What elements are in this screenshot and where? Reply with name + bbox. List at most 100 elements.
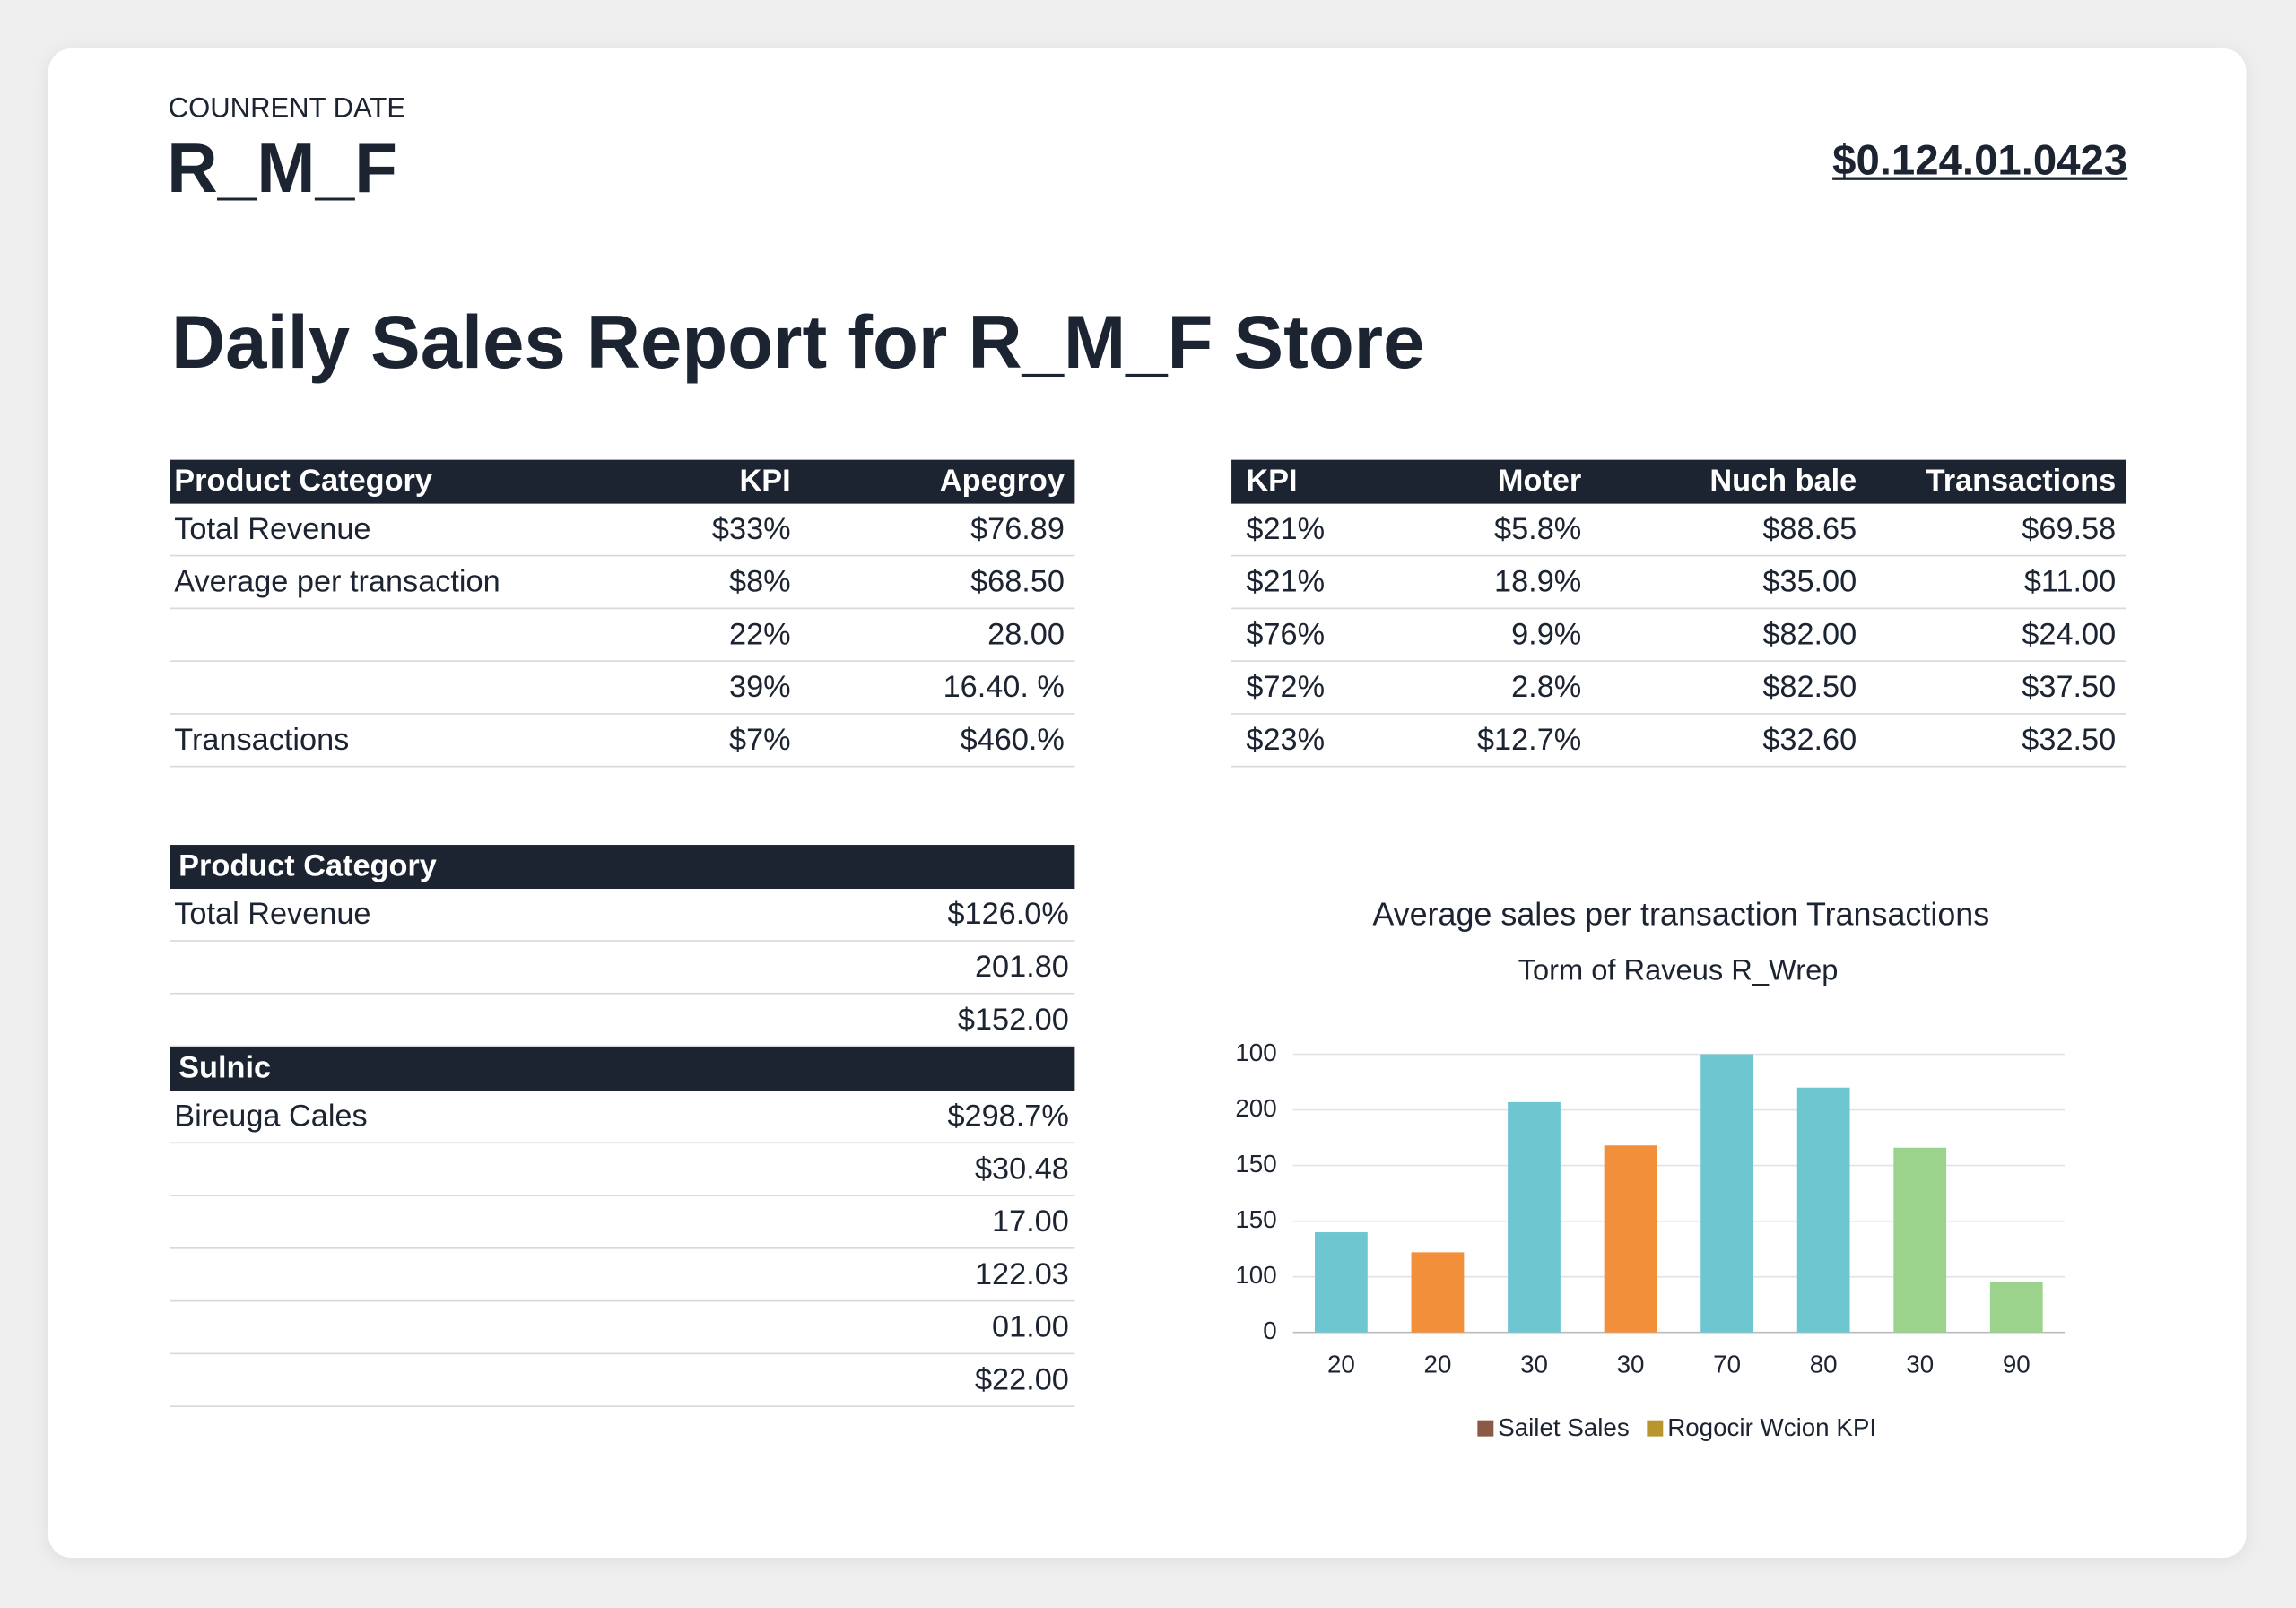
kpi-detail-table: KPI Moter Nuch bale Transactions $21% $5.8% $8… [1231, 459, 2126, 768]
table-cell: 28.00 [987, 617, 1065, 651]
column-header: Apegroy [939, 464, 1065, 499]
table-cell: $24.00 [2022, 617, 2117, 651]
table-cell: $12.7% [1476, 722, 1582, 757]
column-header: KPI [1246, 464, 1298, 499]
section-header: Product Category [170, 845, 1075, 890]
table-cell: $8% [729, 564, 791, 598]
table-cell: $82.50 [1762, 669, 1857, 704]
y-tick-label: 150 [1235, 1205, 1276, 1233]
section-heading: Sulnic [178, 1051, 272, 1085]
chart: Average sales per transaction Transactio… [1235, 896, 2066, 1441]
x-tick-label: 30 [1617, 1351, 1645, 1378]
table-row: Total Revenue $33% $76.89 [170, 504, 1075, 557]
table-cell: Total Revenue [174, 511, 371, 546]
y-tick-label: 100 [1235, 1039, 1276, 1066]
table-cell: $37.50 [2022, 669, 2117, 704]
table-cell: $82.00 [1762, 617, 1857, 651]
x-tick-label: 20 [1327, 1351, 1355, 1378]
table-cell: $35.00 [1762, 564, 1857, 598]
table-cell: $21% [1246, 564, 1326, 598]
bar [1315, 1232, 1368, 1333]
table-row: $23% $12.7% $32.60 $32.50 [1231, 715, 2126, 768]
report-card [48, 48, 2247, 1559]
table-cell: $88.65 [1762, 511, 1857, 546]
x-tick-label: 90 [2003, 1351, 2031, 1378]
legend-label: Rogocir Wcion KPI [1667, 1413, 1876, 1441]
chart-subtitle: Torm of Raveus R_Wrep [1518, 953, 1839, 987]
report-title: Daily Sales Report for R_M_F Store [171, 300, 1425, 384]
table-cell: Bireuga Cales [174, 1099, 368, 1133]
table-cell: $33% [711, 511, 791, 546]
bar [1411, 1252, 1465, 1333]
bar [1604, 1145, 1657, 1333]
table-cell: $23% [1246, 722, 1326, 757]
table-header: Product Category KPI Apegroy [170, 459, 1075, 504]
x-tick-label: 70 [1713, 1351, 1741, 1378]
table-cell: 39% [729, 669, 791, 704]
table-row: Bireuga Cales $298.7% [170, 1091, 1075, 1144]
table-cell: $32.50 [2022, 722, 2117, 757]
table-row: Transactions $7% $460.% [170, 715, 1075, 768]
bar [1989, 1282, 2043, 1333]
store-name: R_M_F [167, 130, 398, 208]
table-row: $76% 9.9% $82.00 $24.00 [1231, 609, 2126, 662]
table-cell: 22% [729, 617, 791, 651]
y-tick-label: 150 [1235, 1150, 1276, 1178]
table-row: 39% 16.40. % [170, 662, 1075, 715]
legend-label: Sailet Sales [1498, 1413, 1630, 1441]
column-header: KPI [739, 464, 791, 499]
chart-title: Average sales per transaction Transactio… [1372, 896, 1989, 933]
table-cell: $152.00 [957, 1002, 1069, 1037]
table-cell: $68.50 [970, 564, 1065, 598]
table-cell: 122.03 [974, 1256, 1069, 1291]
table-row: $30.48 [170, 1143, 1075, 1196]
table-cell: $22.00 [974, 1362, 1069, 1396]
x-tick-label: 30 [1520, 1351, 1548, 1378]
section-header: Sulnic [170, 1047, 1075, 1091]
table-header: KPI Moter Nuch bale Transactions [1231, 459, 2126, 504]
column-header: Moter [1497, 464, 1582, 499]
bar [1700, 1054, 1753, 1333]
table-cell: $21% [1246, 511, 1326, 546]
bar [1508, 1101, 1561, 1333]
table-cell: Average per transaction [174, 564, 500, 598]
y-tick-label: 200 [1235, 1094, 1276, 1122]
y-tick-label: 100 [1235, 1261, 1276, 1289]
table-cell: 201.80 [974, 949, 1069, 984]
table-row: 01.00 [170, 1301, 1075, 1355]
table-row: Total Revenue $126.0% [170, 889, 1075, 942]
table-row: 17.00 [170, 1196, 1075, 1249]
table-cell: Total Revenue [174, 896, 371, 931]
table-row: $21% 18.9% $35.00 $11.00 [1231, 556, 2126, 610]
column-header: Product Category [174, 464, 432, 499]
table-row: $152.00 [170, 995, 1075, 1047]
table-cell: $76.89 [970, 511, 1065, 546]
kpi-table: Product Category KPI Apegroy Total Revenue $… [170, 459, 1075, 768]
table-cell: 18.9% [1494, 564, 1582, 598]
table-row: $72% 2.8% $82.50 $37.50 [1231, 662, 2126, 715]
x-tick-label: 20 [1424, 1351, 1452, 1378]
x-tick-label: 30 [1906, 1351, 1934, 1378]
section-heading: Product Category [178, 848, 437, 883]
table-cell: $5.8% [1494, 511, 1582, 546]
table-cell: $32.60 [1762, 722, 1857, 757]
table-cell: $298.7% [947, 1099, 1069, 1133]
x-tick-label: 80 [1810, 1351, 1838, 1378]
column-header: Nuch bale [1709, 464, 1857, 499]
table-cell: $460.% [960, 722, 1065, 757]
header-amount: $0.124.01.0423 [1832, 137, 2128, 185]
table-cell: $126.0% [947, 896, 1069, 931]
table-cell: 16.40. % [943, 669, 1065, 704]
table-cell: 17.00 [992, 1204, 1069, 1239]
legend-swatch [1477, 1420, 1494, 1437]
table-cell: $30.48 [974, 1152, 1069, 1186]
table-row: $21% $5.8% $88.65 $69.58 [1231, 504, 2126, 557]
category-table: Product Category Total Revenue $126.0% 201.… [170, 845, 1075, 1407]
bar [1796, 1087, 1850, 1333]
bar [1893, 1147, 1947, 1333]
table-row: Average per transaction $8% $68.50 [170, 556, 1075, 610]
table-cell: $11.00 [2023, 564, 2117, 598]
table-cell: $7% [729, 722, 791, 757]
